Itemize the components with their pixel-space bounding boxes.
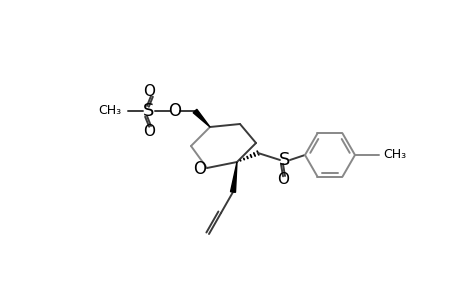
Text: O: O <box>143 83 155 98</box>
Text: O: O <box>193 160 206 178</box>
Text: S: S <box>143 102 154 120</box>
Text: O: O <box>143 124 155 139</box>
Text: CH₃: CH₃ <box>382 148 405 161</box>
Polygon shape <box>230 162 236 192</box>
Text: O: O <box>276 172 288 188</box>
Polygon shape <box>193 109 210 127</box>
Text: CH₃: CH₃ <box>98 104 121 118</box>
Text: S: S <box>279 151 290 169</box>
Text: O: O <box>168 102 181 120</box>
